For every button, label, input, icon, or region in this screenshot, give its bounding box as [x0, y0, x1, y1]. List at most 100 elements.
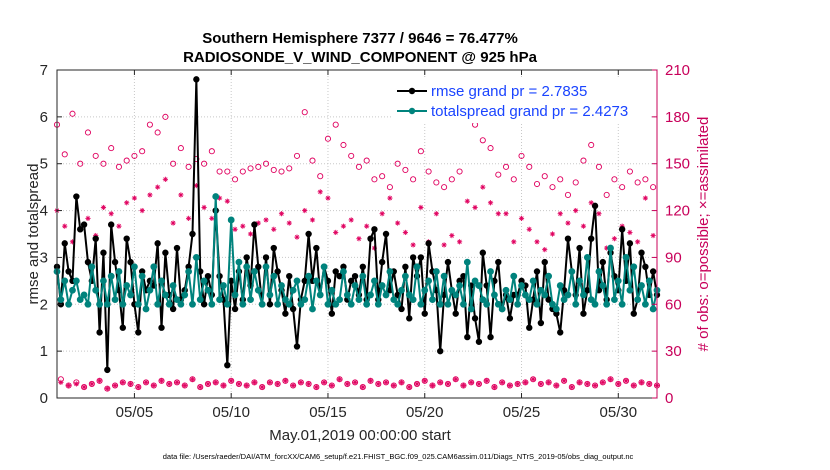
rmse-point: [204, 272, 212, 280]
rmse-point: [587, 235, 595, 242]
obs-assimilated-point: [286, 220, 292, 226]
rmse-point: [351, 272, 359, 280]
rmse-point: [638, 249, 645, 256]
obs-assimilated-point: [429, 382, 436, 389]
totalspread-point: [111, 296, 119, 304]
totalspread-point: [92, 286, 100, 294]
obs-possible-point: [270, 166, 277, 174]
y-tick-label: 6: [40, 109, 48, 126]
totalspread-point: [460, 300, 467, 308]
totalspread-point: [626, 286, 634, 294]
obs-assimilated-stroke: [205, 381, 211, 387]
totalspread-point: [235, 258, 243, 266]
obs-assimilated-stroke: [240, 224, 245, 229]
totalspread-point: [529, 277, 537, 285]
obs-assimilated-stroke: [302, 208, 307, 213]
obs-assimilated-stroke: [418, 205, 424, 210]
totalspread-point: [297, 300, 305, 308]
obs-assimilated-stroke: [453, 377, 458, 382]
obs-assimilated-point: [530, 376, 536, 382]
obs-possible-point: [278, 168, 285, 175]
obs-assimilated-stroke: [101, 205, 106, 210]
totalspread-point: [475, 282, 483, 289]
totalspread-point: [521, 291, 529, 299]
obs-assimilated-stroke: [244, 383, 249, 388]
totalspread-point: [212, 193, 220, 200]
obs-assimilated-point: [170, 220, 176, 226]
totalspread-point: [413, 263, 421, 271]
obs-assimilated-point: [511, 239, 517, 245]
obs-possible-point: [541, 173, 548, 180]
obs-possible-point: [340, 141, 347, 149]
obs-layer: [53, 109, 661, 392]
obs-assimilated-point: [205, 381, 211, 387]
obs-assimilated-stroke: [631, 383, 636, 388]
totalspread-point: [208, 300, 216, 308]
totalspread-point: [200, 277, 208, 285]
obs-assimilated-point: [422, 378, 428, 384]
obs-assimilated-point: [356, 236, 362, 242]
obs-assimilated-point: [445, 381, 451, 387]
rmse-point: [417, 254, 425, 261]
obs-assimilated-stroke: [136, 384, 141, 390]
obs-assimilated-point: [576, 379, 583, 385]
totalspread-line: [56, 196, 658, 312]
obs-assimilated-point: [85, 215, 91, 221]
obs-assimilated-point: [143, 379, 149, 385]
obs-assimilated-stroke: [275, 381, 280, 387]
obs-assimilated-point: [414, 381, 420, 387]
rmse-point: [173, 244, 181, 252]
obs-assimilated-stroke: [546, 380, 551, 385]
obs-assimilated-point: [302, 207, 308, 214]
totalspread-point: [448, 286, 456, 294]
totalspread-point: [305, 272, 313, 280]
totalspread-point: [533, 300, 541, 308]
obs-assimilated-point: [321, 379, 327, 385]
totalspread-point: [154, 300, 162, 308]
obs-possible-point: [224, 168, 231, 175]
obs-assimilated-point: [182, 382, 188, 389]
obs-possible-point: [619, 184, 626, 191]
obs-assimilated-stroke: [558, 211, 563, 216]
obs-assimilated-stroke: [542, 247, 547, 252]
obs-possible-point: [533, 180, 541, 188]
rmse-point: [437, 347, 444, 355]
obs-assimilated-stroke: [333, 230, 338, 235]
rmse-point: [127, 258, 134, 266]
obs-assimilated-stroke: [151, 383, 156, 388]
totalspread-point: [169, 282, 177, 289]
rmse-point: [135, 329, 142, 336]
obs-possible-point: [456, 168, 463, 175]
obs-possible-point: [402, 166, 409, 174]
rmse-point: [286, 272, 293, 280]
totalspread-point: [274, 300, 282, 308]
totalspread-point: [177, 300, 185, 308]
obs-possible-point: [448, 176, 455, 183]
obs-possible-point: [572, 179, 579, 186]
obs-possible-point: [286, 165, 293, 172]
obs-assimilated-point: [503, 211, 509, 217]
obs-possible-point: [634, 179, 641, 186]
obs-assimilated-point: [112, 382, 118, 389]
totalspread-point: [568, 268, 576, 275]
totalspread-point: [281, 296, 289, 304]
obs-assimilated-stroke: [647, 381, 652, 387]
obs-assimilated-point: [546, 379, 552, 385]
obs-possible-point: [177, 145, 184, 152]
obs-assimilated-stroke: [565, 220, 571, 226]
obs-assimilated-stroke: [306, 381, 311, 387]
totalspread-point: [57, 296, 65, 304]
x-ticks: 05/05 05/10 05/15 05/20 05/25 05/30: [116, 70, 637, 421]
obs-assimilated-stroke: [422, 378, 427, 383]
obs-possible-point: [495, 171, 502, 178]
obs-assimilated-point: [367, 378, 374, 384]
obs-possible-point: [502, 163, 510, 170]
totalspread-point: [161, 291, 169, 299]
obs-assimilated-stroke: [345, 381, 350, 387]
obs-assimilated-stroke: [260, 384, 265, 390]
totalspread-point: [436, 300, 444, 308]
obs-assimilated-stroke: [380, 211, 385, 216]
obs-assimilated-point: [282, 378, 288, 384]
obs-assimilated-stroke: [174, 380, 180, 385]
obs-assimilated-point: [278, 211, 285, 217]
